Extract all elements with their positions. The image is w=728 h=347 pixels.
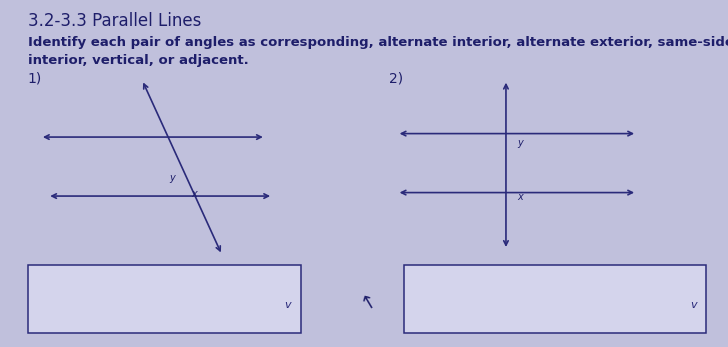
Text: interior, vertical, or adjacent.: interior, vertical, or adjacent. (28, 54, 248, 67)
Bar (28, 265, 301, 333)
Text: v: v (689, 300, 697, 310)
Text: x: x (191, 189, 197, 198)
Text: y: y (170, 173, 175, 183)
Text: v: v (284, 300, 291, 310)
Text: y: y (517, 138, 523, 148)
Text: 1): 1) (28, 71, 42, 85)
Text: x: x (517, 192, 523, 202)
Text: Identify each pair of angles as corresponding, alternate interior, alternate ext: Identify each pair of angles as correspo… (28, 36, 728, 49)
Text: 3.2-3.3 Parallel Lines: 3.2-3.3 Parallel Lines (28, 12, 201, 30)
Text: 2): 2) (389, 71, 403, 85)
Bar (404, 265, 706, 333)
Text: ↖: ↖ (357, 290, 378, 313)
